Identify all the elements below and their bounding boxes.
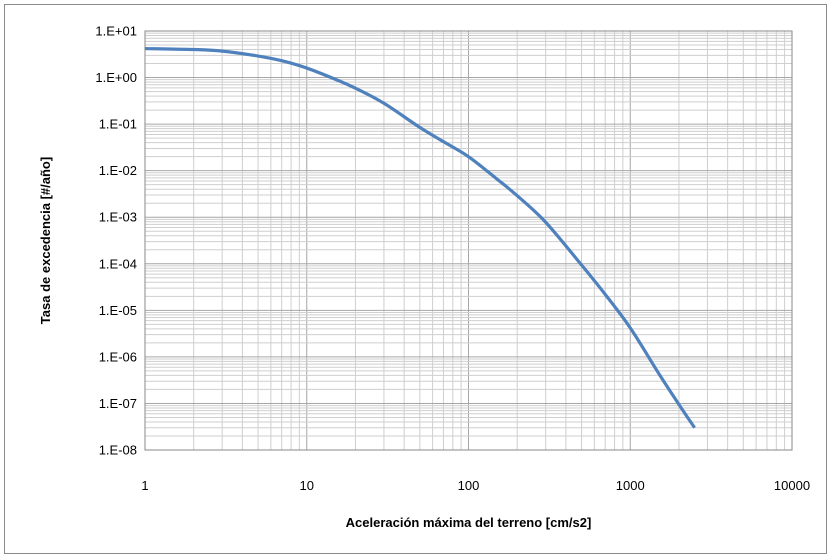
x-tick-label: 10000 — [774, 478, 810, 493]
x-tick-label: 100 — [458, 478, 480, 493]
y-tick-label: 1.E-03 — [99, 210, 137, 225]
x-tick-label: 1000 — [616, 478, 645, 493]
y-tick-label: 1.E-05 — [99, 303, 137, 318]
x-axis-title: Aceleración máxima del terreno [cm/s2] — [346, 515, 592, 530]
tick-labels: 1 10 100 1000 10000 1.E+01 1.E+00 1.E-01 1.E-02 1… — [95, 24, 810, 494]
y-tick-label: 1.E-04 — [99, 256, 137, 271]
plot-area — [144, 30, 793, 451]
y-tick-label: 1.E+00 — [95, 70, 137, 85]
grid — [144, 31, 792, 451]
x-tick-label: 10 — [300, 478, 314, 493]
y-tick-label: 1.E-08 — [99, 443, 137, 458]
x-tick-label: 1 — [141, 478, 148, 493]
series-line — [144, 46, 696, 429]
y-tick-label: 1.E-02 — [99, 163, 137, 178]
y-tick-label: 1.E+01 — [95, 24, 137, 39]
y-tick-label: 1.E-07 — [99, 396, 137, 411]
y-tick-label: 1.E-01 — [99, 117, 137, 132]
y-tick-label: 1.E-06 — [99, 349, 137, 364]
y-axis-title: Tasa de excedencia [#/año] — [38, 157, 53, 324]
series-layer — [144, 46, 696, 429]
